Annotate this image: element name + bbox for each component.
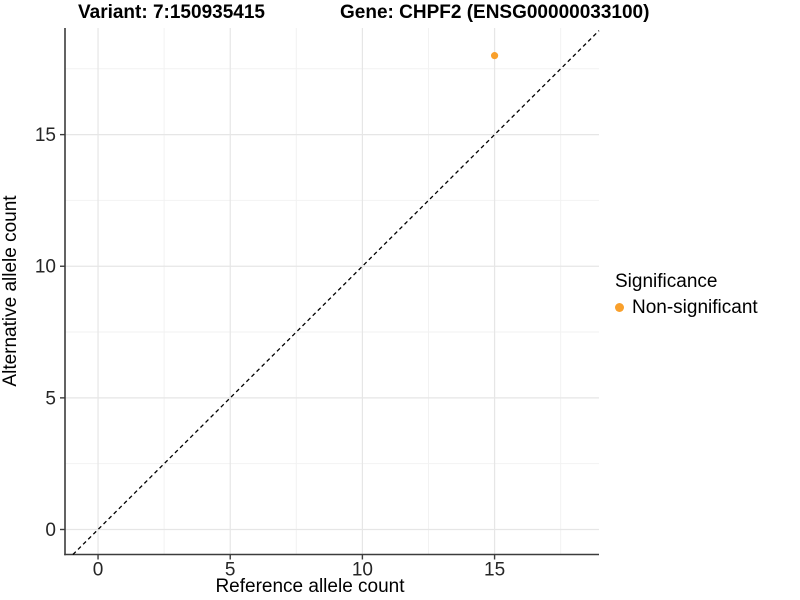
x-tick-label: 5 [225,560,236,581]
gridlines [65,28,599,555]
identity-dashed-line [72,30,600,555]
x-tick-label: 10 [352,560,373,581]
legend-item-label: Non-significant [632,297,758,318]
y-tick-label: 10 [35,257,56,278]
y-axis-title: Alternative allele count [0,195,21,387]
x-axis-title: Reference allele count [215,576,405,597]
y-tick-label: 5 [45,388,56,409]
legend-item: Non-significant [615,297,758,318]
x-tick-label: 15 [484,560,505,581]
data-point [490,52,499,60]
variant-title: Variant: 7:150935415 [78,2,265,23]
x-tick-label: 0 [93,560,104,581]
legend-title: Significance [615,271,718,292]
legend: Significance Non-significant [615,271,758,318]
axes: 0 5 10 15 0 5 10 15 [35,28,599,581]
legend-point-icon [615,303,624,312]
data-layer [72,30,600,555]
y-tick-label: 15 [35,125,56,146]
y-tick-label: 0 [45,520,56,541]
gene-title: Gene: CHPF2 (ENSG00000033100) [340,2,650,23]
